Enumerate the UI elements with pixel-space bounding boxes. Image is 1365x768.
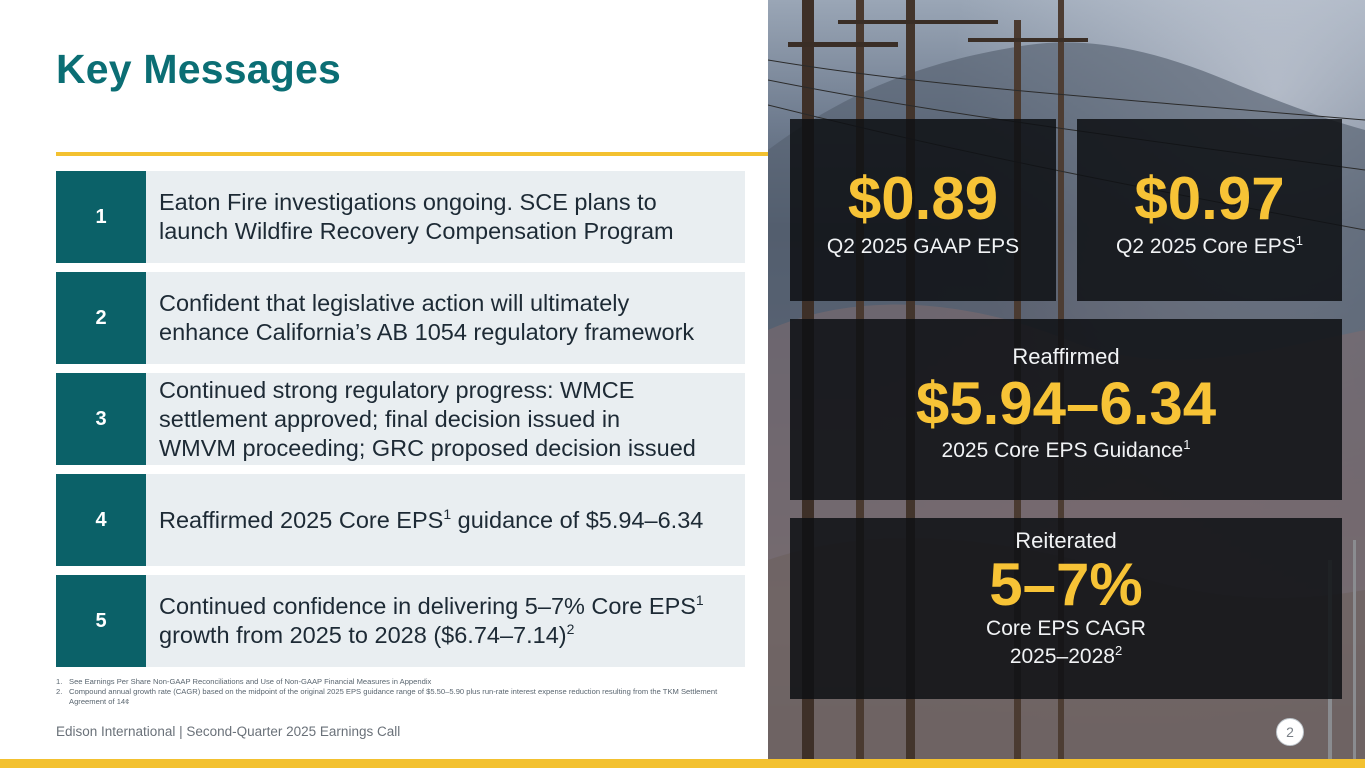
footnote: 1. See Earnings Per Share Non-GAAP Recon… [56,677,746,687]
bottom-accent-bar [0,759,1365,768]
stat-label: Core EPS CAGR [986,617,1146,640]
message-line: launch Wildfire Recovery Compensation Pr… [159,218,674,244]
stat-value: $5.94–6.34 [915,370,1217,437]
gaap-eps-card: $0.89 Q2 2025 GAAP EPS [790,119,1056,301]
stat-label: Q2 2025 GAAP EPS [826,235,1020,258]
message-line: Continued strong regulatory progress: WM… [159,376,635,403]
key-message-1: 1 Eaton Fire investigations ongoing. SCE… [56,171,745,263]
stat-label: 2025–20282 [790,643,1342,671]
message-text: Continued confidence in delivering 5–7% … [146,575,745,667]
cagr-card: Reiterated 5–7% Core EPS CAGR 2025–20282 [790,518,1342,699]
message-text: Confident that legislative action will u… [146,272,745,364]
message-number: 4 [56,474,146,566]
footer-text: Edison International | Second-Quarter 20… [56,724,401,739]
message-text-part: guidance of $5.94–6.34 [451,506,704,533]
footnote-text: Compound annual growth rate (CAGR) based… [69,687,718,706]
core-eps-card: $0.97 Q2 2025 Core EPS1 [1077,119,1342,301]
message-number: 1 [56,171,146,263]
stat-label: 2025 Core EPS Guidance1 [790,437,1342,465]
message-line: Eaton Fire investigations ongoing. SCE p… [159,189,657,215]
message-line: Continued confidence in delivering 5–7% … [159,593,696,619]
stat-value: 5–7% [989,551,1143,618]
page-number: 2 [1276,718,1304,746]
message-line: growth from 2025 to 2028 ($6.74–7.14) [159,622,567,648]
footnote-ref: 2 [1114,643,1123,658]
guidance-card: Reaffirmed $5.94–6.34 2025 Core EPS Guid… [790,319,1342,500]
stat-value: $0.97 [1134,165,1285,232]
stat-label: Q2 2025 Core EPS1 [1077,233,1342,261]
page-title: Key Messages [56,46,342,92]
stat-label-text: 2025 Core EPS Guidance [941,439,1184,462]
footnote-number: 2. [56,687,63,696]
footnote: 2. Compound annual growth rate (CAGR) ba… [56,687,746,707]
footnote-number: 1. [56,677,63,686]
key-message-5: 5 Continued confidence in delivering 5–7… [56,575,745,667]
footnotes: 1. See Earnings Per Share Non-GAAP Recon… [56,677,746,707]
footnote-text: See Earnings Per Share Non-GAAP Reconcil… [69,677,432,686]
message-line: settlement approved; final decision issu… [159,405,621,432]
message-text: Eaton Fire investigations ongoing. SCE p… [146,171,745,263]
title-divider [56,152,770,156]
footnote-ref: 1 [443,505,452,522]
stat-kicker: Reiterated [1015,528,1117,553]
key-message-4: 4 Reaffirmed 2025 Core EPS1 guidance of … [56,474,745,566]
message-text-part: Reaffirmed 2025 Core EPS [159,506,444,533]
message-number: 3 [56,373,146,465]
message-text: Reaffirmed 2025 Core EPS1 guidance of $5… [146,474,745,566]
key-message-3: 3 Continued strong regulatory progress: … [56,373,745,465]
footnote-ref: 2 [566,621,575,637]
stat-label-text: Q2 2025 Core EPS [1115,235,1296,258]
stat-label-text: 2025–2028 [1009,645,1115,668]
message-line: enhance California’s AB 1054 regulatory … [159,319,695,345]
message-line: Confident that legislative action will u… [159,290,630,316]
stat-kicker: Reaffirmed [1012,344,1120,369]
key-message-2: 2 Confident that legislative action will… [56,272,745,364]
footnote-ref: 1 [695,592,704,608]
stat-value: $0.89 [847,165,999,232]
message-text: Continued strong regulatory progress: WM… [146,373,745,465]
message-number: 5 [56,575,146,667]
message-number: 2 [56,272,146,364]
footnote-ref: 1 [1295,233,1303,248]
message-line: WMVM proceeding; GRC proposed decision i… [159,434,696,461]
footnote-ref: 1 [1183,437,1191,452]
